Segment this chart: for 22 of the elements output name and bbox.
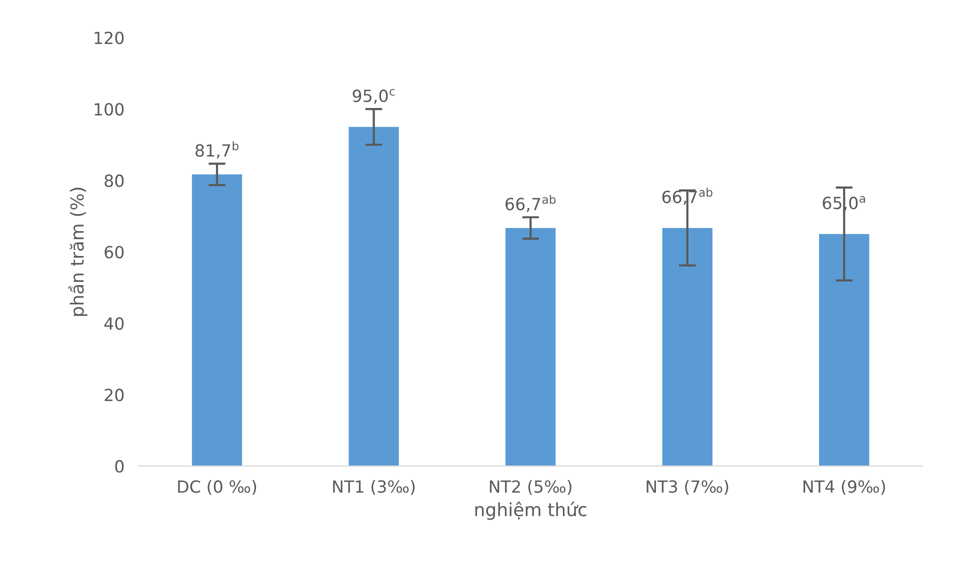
y-tick-label: 120 (94, 32, 124, 44)
bar (348, 126, 399, 466)
x-tick-label: NT4 (9‰) (804, 480, 885, 495)
y-tick-label: 40 (104, 317, 124, 330)
x-tick-label: NT2 (5‰) (490, 480, 572, 495)
bar (819, 234, 870, 466)
y-tick-label: 80 (104, 174, 124, 188)
y-tick-label: 0 (115, 460, 124, 473)
y-tick-label: 20 (104, 388, 124, 402)
x-tick-label: NT1 (3‰) (333, 480, 415, 495)
y-tick-label: 60 (104, 246, 124, 258)
data-label: 95,0$^{c}$ (352, 89, 395, 104)
data-label: 66,7$^{ab}$ (506, 194, 556, 212)
bar (505, 228, 556, 466)
y-axis-title: phần trăm (%) (68, 188, 88, 316)
x-axis-title: nghiệm thức (475, 502, 586, 520)
bar (192, 174, 242, 466)
x-tick-label: NT3 (7‰) (646, 480, 728, 495)
data-label: 81,7$^{b}$ (196, 141, 238, 158)
y-tick-label: 100 (94, 103, 124, 116)
x-tick-label: DC (0 ‰) (178, 480, 256, 495)
bar (662, 228, 712, 466)
